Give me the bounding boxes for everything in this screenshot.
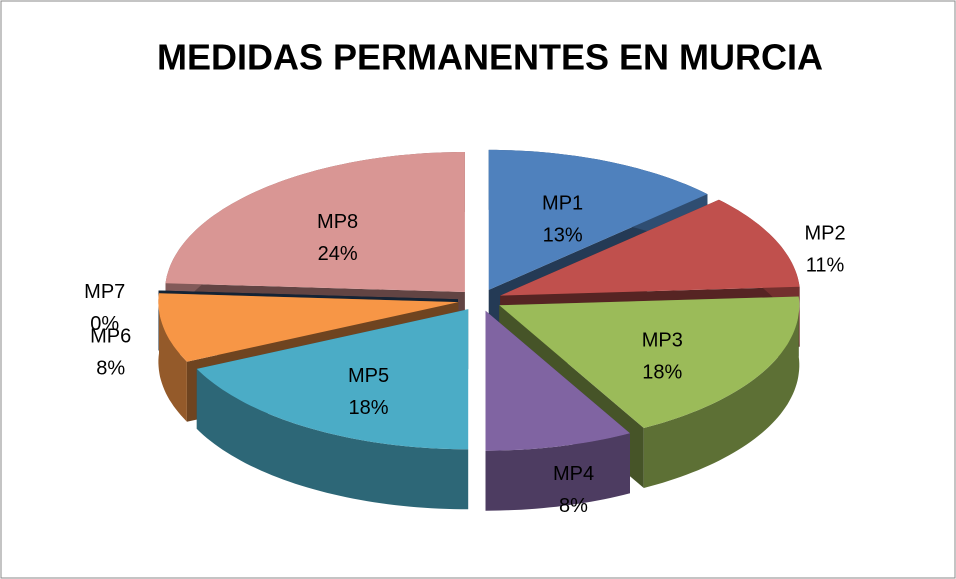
data-label-value: 18% (349, 397, 389, 419)
slice-wall (158, 293, 187, 422)
slice-top (500, 199, 800, 296)
slice-wall (643, 296, 800, 488)
data-label-name: MP8 (317, 211, 358, 233)
pie-slice (196, 309, 469, 510)
slice-wall (196, 368, 469, 510)
data-label-name: MP5 (348, 365, 389, 387)
data-label-name: MP4 (553, 463, 594, 485)
data-label-name: MP2 (805, 222, 846, 244)
slice-top (165, 152, 465, 292)
data-label-name: MP7 (84, 281, 125, 303)
slice-top (196, 309, 469, 450)
data-label-value: 18% (642, 361, 682, 383)
data-label-name: MP6 (90, 325, 131, 347)
pie-slice (485, 310, 630, 511)
slice-top (485, 310, 630, 451)
data-label-value: 24% (318, 243, 358, 265)
data-label-value: 13% (543, 225, 583, 247)
slice-top (499, 296, 800, 428)
chart-title: MEDIDAS PERMANENTES EN MURCIA (157, 37, 823, 78)
data-label-value: 0% (90, 313, 119, 335)
slice-top (488, 149, 708, 290)
slice-top (158, 293, 459, 362)
data-label-value: 8% (96, 357, 125, 379)
slice-wall (485, 433, 630, 511)
data-label-name: MP3 (642, 329, 683, 351)
data-label-value: 8% (559, 495, 588, 517)
data-label-value: 11% (806, 254, 845, 276)
data-label-name: MP1 (542, 193, 583, 215)
